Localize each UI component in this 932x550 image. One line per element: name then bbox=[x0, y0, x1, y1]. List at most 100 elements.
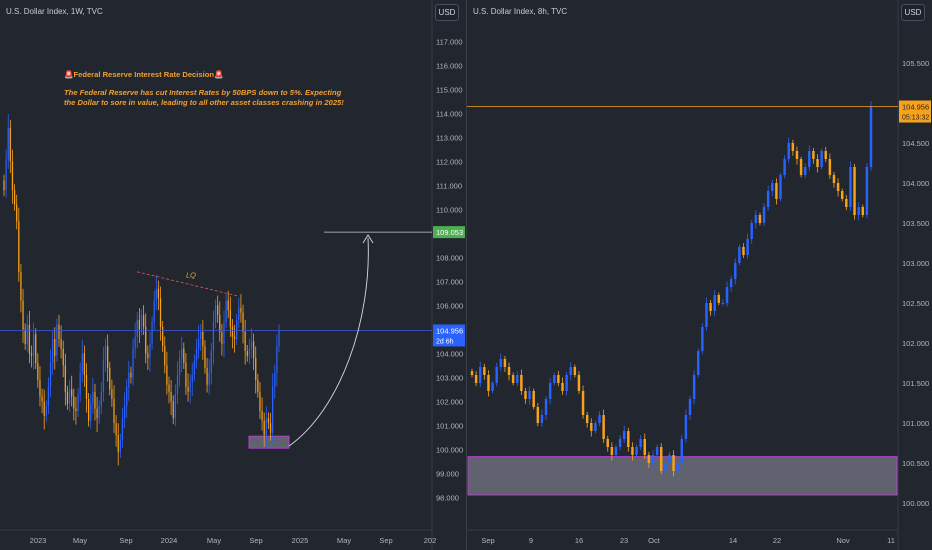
candle-body bbox=[41, 396, 43, 402]
candle-body bbox=[219, 315, 221, 332]
candle-body bbox=[142, 315, 145, 327]
candle-body bbox=[721, 303, 725, 304]
candle-body bbox=[276, 346, 278, 373]
candle-body bbox=[857, 207, 860, 215]
pane-divider[interactable] bbox=[466, 0, 467, 550]
candle-body bbox=[56, 324, 58, 356]
y-tick-label: 101.500 bbox=[902, 379, 929, 388]
candle-body bbox=[474, 375, 478, 383]
candle-body bbox=[229, 310, 231, 327]
candle-body bbox=[516, 375, 519, 383]
candle-body bbox=[779, 175, 782, 199]
candle-body bbox=[22, 300, 24, 330]
candle-body bbox=[197, 339, 200, 349]
candle-body bbox=[808, 151, 811, 167]
candle-body bbox=[223, 322, 225, 344]
y-tick-label: 114.000 bbox=[436, 109, 463, 118]
candle-body bbox=[170, 391, 172, 402]
candle-body bbox=[754, 215, 758, 223]
candle-body bbox=[643, 439, 646, 455]
candle-body bbox=[16, 204, 18, 222]
candle-body bbox=[248, 348, 251, 356]
candle-body bbox=[200, 331, 202, 339]
candle-body bbox=[214, 305, 217, 323]
candle-body bbox=[92, 391, 94, 404]
liquidity-line bbox=[136, 271, 238, 297]
candle-body bbox=[210, 351, 212, 373]
candle-body bbox=[255, 358, 257, 380]
candle-body bbox=[217, 305, 219, 315]
candle-body bbox=[5, 159, 7, 191]
candle-body bbox=[594, 423, 597, 431]
candle-body bbox=[153, 300, 155, 323]
candle-body bbox=[771, 183, 774, 191]
8h-chart-pane[interactable]: U.S. Dollar Index, 8h, TVC USD 105.500 10… bbox=[467, 0, 932, 550]
candle-body bbox=[52, 339, 54, 363]
candle-body bbox=[85, 375, 88, 399]
candle-body bbox=[573, 367, 577, 375]
candle-body bbox=[701, 327, 704, 351]
candle-body bbox=[540, 415, 544, 423]
candle-body bbox=[750, 223, 753, 239]
y-tick-label: 107.000 bbox=[436, 277, 463, 286]
candle-body bbox=[166, 365, 168, 385]
candle-body bbox=[832, 175, 836, 183]
candle-body bbox=[187, 387, 189, 392]
candle-body bbox=[189, 382, 191, 392]
candle-body bbox=[499, 359, 503, 367]
candle-body bbox=[134, 336, 136, 349]
candle-body bbox=[590, 423, 593, 431]
candle-body bbox=[676, 463, 679, 471]
y-tick-label: 111.000 bbox=[436, 181, 462, 190]
candle-body bbox=[30, 353, 33, 356]
candle-body bbox=[208, 372, 210, 385]
x-tick-label: 16 bbox=[575, 536, 583, 545]
candle-body bbox=[799, 159, 803, 175]
candle-body bbox=[734, 263, 737, 279]
candle-body bbox=[865, 167, 869, 215]
candle-body bbox=[238, 307, 240, 320]
candle-body bbox=[278, 330, 280, 347]
candle-body bbox=[83, 353, 86, 375]
fed-annotation: 🚨Federal Reserve Interest Rate Decision🚨… bbox=[64, 70, 354, 108]
candle-body bbox=[742, 247, 745, 255]
x-tick-label: 2025 bbox=[292, 536, 309, 545]
candle-body bbox=[635, 447, 638, 455]
candle-body bbox=[548, 383, 552, 399]
candle-body bbox=[614, 447, 618, 455]
currency-button-right[interactable]: USD bbox=[901, 4, 925, 21]
candle-body bbox=[58, 324, 60, 339]
x-tick-label: May bbox=[207, 536, 221, 545]
candle-body bbox=[470, 371, 474, 375]
candle-body bbox=[520, 375, 523, 391]
candle-body bbox=[45, 406, 47, 416]
candle-body bbox=[242, 312, 244, 332]
candle-body bbox=[183, 348, 185, 363]
x-tick-label: 202 bbox=[424, 536, 437, 545]
candle-body bbox=[43, 401, 45, 416]
candle-body bbox=[631, 447, 634, 455]
candle-body bbox=[104, 346, 107, 361]
candle-body bbox=[87, 399, 90, 421]
candle-body bbox=[35, 334, 37, 363]
candle-body bbox=[869, 106, 873, 167]
candle-body bbox=[212, 322, 215, 351]
candle-body bbox=[836, 183, 840, 191]
candle-body bbox=[54, 339, 56, 356]
candle-body bbox=[66, 391, 69, 404]
candle-body bbox=[265, 418, 267, 435]
candle-body bbox=[37, 363, 39, 380]
candle-body bbox=[107, 346, 109, 368]
candle-body bbox=[147, 353, 149, 359]
candle-body bbox=[713, 295, 716, 311]
y-tick-label: 108.000 bbox=[436, 253, 463, 262]
candle-body bbox=[746, 239, 749, 255]
currency-button-left[interactable]: USD bbox=[435, 4, 459, 21]
candle-body bbox=[98, 406, 100, 419]
candle-body bbox=[717, 295, 721, 303]
candle-body bbox=[130, 372, 132, 378]
weekly-chart-pane[interactable]: U.S. Dollar Index, 1W, TVC USD 117.000 11… bbox=[0, 0, 466, 550]
x-tick-label: 22 bbox=[773, 536, 781, 545]
candle-body bbox=[495, 367, 498, 383]
candle-body bbox=[96, 408, 98, 419]
